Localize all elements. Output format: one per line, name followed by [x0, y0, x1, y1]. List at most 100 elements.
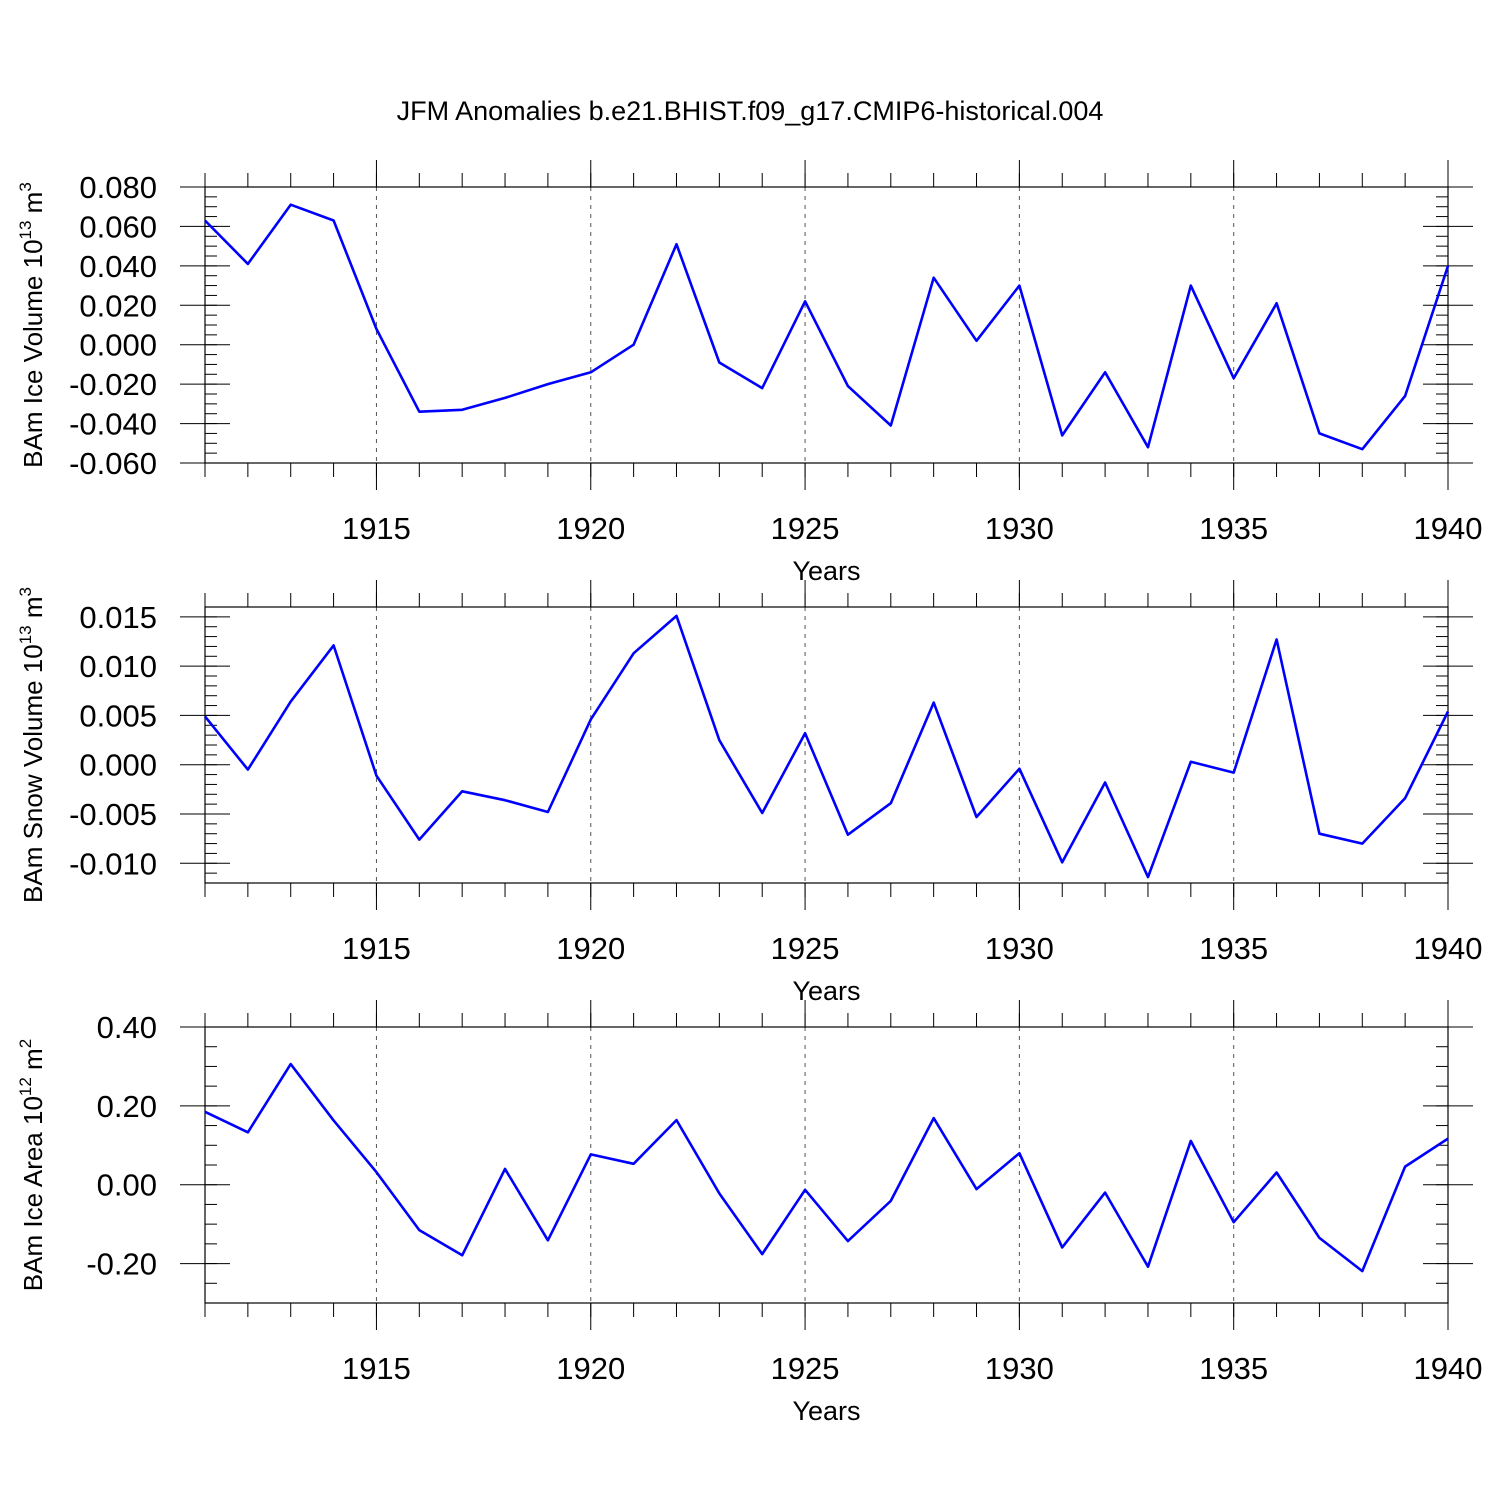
y-tick-label: 0.000 [79, 748, 157, 783]
data-point [803, 731, 807, 735]
page-title: JFM Anomalies b.e21.BHIST.f09_g17.CMIP6-… [396, 96, 1104, 126]
data-point [417, 838, 421, 842]
data-point [246, 768, 250, 772]
data-point [846, 1239, 850, 1243]
data-point [1360, 447, 1364, 451]
data-point [1189, 760, 1193, 764]
data-point [674, 1118, 678, 1122]
y-axis-label: BAm Snow Volume 1013 m3 [16, 587, 48, 903]
x-tick-label: 1935 [1199, 1351, 1268, 1386]
y-tick-label: -0.010 [69, 846, 157, 881]
data-point [632, 651, 636, 655]
data-point [1103, 780, 1107, 784]
data-point [632, 343, 636, 347]
data-point [1403, 394, 1407, 398]
data-point [1146, 1265, 1150, 1269]
y-tick-label: -0.005 [69, 797, 157, 832]
data-point [846, 833, 850, 837]
data-point [760, 386, 764, 390]
data-point [332, 219, 336, 223]
y-tick-label: -0.20 [86, 1247, 157, 1282]
y-tick-label: -0.060 [69, 446, 157, 481]
data-point [1317, 832, 1321, 836]
data-point [932, 1116, 936, 1120]
data-point [1446, 264, 1450, 268]
data-point [674, 242, 678, 246]
data-point [632, 1162, 636, 1166]
x-tick-label: 1925 [771, 931, 840, 966]
panel-2: 0.015 0.010 0.005 0.000 -0.005 -0.010 1915 1920… [16, 580, 1482, 1006]
data-point [1017, 284, 1021, 288]
series-line [203, 614, 1450, 879]
data-point [1275, 638, 1279, 642]
data-point [975, 1187, 979, 1191]
data-point [932, 701, 936, 705]
data-point [589, 717, 593, 721]
data-point [889, 801, 893, 805]
x-tick-label: 1930 [985, 931, 1054, 966]
data-point [1189, 1139, 1193, 1143]
data-point [975, 815, 979, 819]
x-axis-label: Years [792, 556, 860, 586]
data-point [203, 714, 207, 718]
x-axis-label: Years [792, 976, 860, 1006]
data-point [503, 1167, 507, 1171]
data-point [803, 1188, 807, 1192]
y-tick-label: 0.000 [79, 328, 157, 363]
data-point [1189, 284, 1193, 288]
data-point [1360, 842, 1364, 846]
x-tick-label: 1935 [1199, 511, 1268, 546]
data-point [374, 1170, 378, 1174]
data-point [1232, 376, 1236, 380]
x-tick-label: 1940 [1414, 1351, 1483, 1386]
x-tick-label: 1925 [771, 1351, 840, 1386]
data-point [1403, 796, 1407, 800]
data-point [332, 643, 336, 647]
data-point [1317, 1236, 1321, 1240]
data-point [1403, 1165, 1407, 1169]
data-point [417, 1228, 421, 1232]
y-tick-label: 0.20 [97, 1089, 157, 1124]
data-point [289, 700, 293, 704]
data-point [203, 1110, 207, 1114]
y-axis-label: BAm Ice Volume 1013 m3 [16, 182, 48, 468]
y-tick-label: 0.00 [97, 1168, 157, 1203]
data-point [674, 614, 678, 618]
x-axis-label: Years [792, 1396, 860, 1426]
y-tick-label: 0.40 [97, 1010, 157, 1045]
data-point [503, 396, 507, 400]
data-point [1232, 1220, 1236, 1224]
x-tick-label: 1925 [771, 511, 840, 546]
panel-1: 0.080 0.060 0.040 0.020 0.000 -0.020 -0.040 -0.… [16, 160, 1482, 586]
data-point [460, 408, 464, 412]
y-tick-label: 0.015 [79, 600, 157, 635]
data-point [760, 811, 764, 815]
y-tick-label: -0.040 [69, 407, 157, 442]
y-tick-label: -0.020 [69, 367, 157, 402]
data-point [1103, 370, 1107, 374]
x-tick-label: 1920 [556, 931, 625, 966]
data-point [1275, 1170, 1279, 1174]
data-point [589, 1152, 593, 1156]
data-point [717, 738, 721, 742]
plot-frame [204, 1026, 1449, 1304]
data-point [203, 219, 207, 223]
y-tick-label: 0.010 [79, 649, 157, 684]
data-point [246, 1130, 250, 1134]
data-point [246, 262, 250, 266]
data-point [1232, 771, 1236, 775]
data-point [1017, 1151, 1021, 1155]
data-point [846, 384, 850, 388]
data-point [503, 798, 507, 802]
data-point [932, 276, 936, 280]
x-tick-label: 1920 [556, 511, 625, 546]
data-point [717, 360, 721, 364]
x-tick-label: 1930 [985, 511, 1054, 546]
data-point [975, 339, 979, 343]
data-point [803, 299, 807, 303]
y-tick-label: 0.040 [79, 249, 157, 284]
data-point [1103, 1191, 1107, 1195]
y-tick-label: 0.080 [79, 170, 157, 205]
data-point [374, 774, 378, 778]
data-point [1317, 431, 1321, 435]
